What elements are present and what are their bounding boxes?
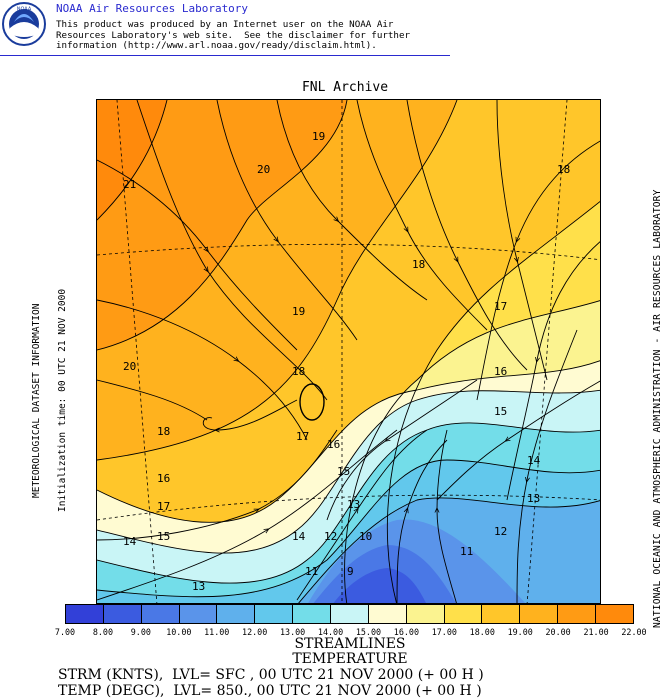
- dataset-info-label: METEOROLOGICAL DATASET INFORMATION: [31, 303, 42, 498]
- contour-label: 18: [292, 365, 305, 378]
- contour-label: 18: [557, 163, 570, 176]
- contour-value-labels: 21 20 19 18 18 17 19 20 18 16 18 17 16 1…: [123, 130, 570, 593]
- contour-label: 11: [460, 545, 473, 558]
- streamlines: [97, 100, 600, 603]
- noaa-credit-label: NATIONAL OCEANIC AND ATMOSPHERIC ADMINIS…: [652, 189, 663, 628]
- closed-contour: [299, 383, 325, 421]
- colorbar-tick-label: 7.00: [54, 627, 76, 637]
- colorbar-cell: [482, 605, 521, 623]
- contour-label: 14: [123, 535, 137, 548]
- contour-label: 19: [292, 305, 305, 318]
- colorbar-tick-label: 13.00: [279, 627, 306, 637]
- contour-label: 19: [312, 130, 325, 143]
- colorbar-tick-labels: 7.00 8.00 9.00 10.00 11.00 12.00 13.00 14.00 15.…: [45, 627, 654, 639]
- contour-label: 15: [157, 530, 170, 543]
- colorbar-tick-label: 19.00: [507, 627, 533, 637]
- temperature-bands: [97, 100, 600, 603]
- map-canvas: 21 20 19 18 18 17 19 20 18 16 18 17 16 1…: [97, 100, 600, 603]
- colorbar-cell: [103, 605, 142, 623]
- colorbar-cell: [406, 605, 445, 623]
- contour-label: 13: [527, 492, 540, 505]
- colorbar-tick-label: 16.00: [393, 627, 419, 637]
- colorbar-tick-label: 17.00: [431, 627, 457, 637]
- colorbar-cell: [368, 605, 407, 623]
- legend-streamline-info: STRM (KNTS), LVL= SFC , 00 UTC 21 NOV 20…: [58, 667, 484, 683]
- header-divider: [0, 55, 450, 56]
- colorbar-cell: [141, 605, 180, 623]
- colorbar-cell: [179, 605, 218, 623]
- colorbar-cell: [217, 605, 256, 623]
- colorbar-cell: [596, 605, 633, 623]
- map-title: FNL Archive: [301, 80, 389, 95]
- colorbar-tick-label: 15.00: [355, 627, 382, 637]
- colorbar-tick-label: 22.00: [621, 627, 647, 637]
- contour-label: 20: [123, 360, 136, 373]
- colorbar-tick-label: 21.00: [583, 627, 609, 637]
- contour-label: 17: [494, 300, 507, 313]
- colorbar-cell: [293, 605, 332, 623]
- contour-label: 15: [494, 405, 507, 418]
- contour-label: 20: [257, 163, 270, 176]
- colorbar-tick-label: 9.00: [130, 627, 151, 637]
- contour-label: 14: [527, 454, 541, 467]
- org-name-link[interactable]: NOAA Air Resources Laboratory: [56, 2, 249, 15]
- colorbar-tick-label: 12.00: [242, 627, 268, 637]
- contour-label: 12: [324, 530, 337, 543]
- latlon-grid: [97, 100, 600, 603]
- disclaimer-text: This product was produced by an Internet…: [56, 19, 411, 51]
- colorbar-tick-label: 8.00: [92, 627, 113, 637]
- colorbar-cell: [255, 605, 294, 623]
- colorbar-cell: [444, 605, 483, 623]
- contour-label: 11: [305, 565, 318, 578]
- contour-lines: [97, 100, 600, 603]
- noaa-logo-icon: NOAA: [2, 2, 46, 46]
- contour-label: 17: [296, 430, 309, 443]
- legend-title-streamlines: STREAMLINES: [294, 636, 406, 652]
- contour-label: 18: [412, 258, 425, 271]
- colorbar-cell: [520, 605, 559, 623]
- colorbar-tick-label: 10.00: [166, 627, 192, 637]
- contour-label: 13: [192, 580, 205, 593]
- contour-label: 21: [123, 178, 136, 191]
- contour-label: 13: [347, 498, 360, 511]
- colorbar-cell: [66, 605, 104, 623]
- legend-title-temperature: TEMPERATURE: [292, 651, 408, 667]
- contour-label: 16: [157, 472, 170, 485]
- contour-label: 17: [157, 500, 170, 513]
- temperature-streamline-map: 21 20 19 18 18 17 19 20 18 16 18 17 16 1…: [96, 99, 601, 604]
- band-20-21: [97, 100, 347, 350]
- contour-label: 9: [347, 565, 354, 578]
- legend-temperature-info: TEMP (DEGC), LVL= 850., 00 UTC 21 NOV 20…: [58, 683, 482, 699]
- colorbar-cell: [331, 605, 369, 623]
- contour-label: 12: [494, 525, 507, 538]
- contour-label: 16: [327, 438, 340, 451]
- initialization-time-label: Initialization time: 00 UTC 21 NOV 2000: [57, 288, 68, 512]
- band-8-9: [333, 568, 426, 603]
- colorbar-tick-label: 14.00: [317, 627, 344, 637]
- contour-label: 10: [359, 530, 372, 543]
- colorbar-cell: [558, 605, 597, 623]
- colorbar-tick-label: 11.00: [204, 627, 230, 637]
- contour-label: 15: [337, 465, 350, 478]
- colorbar-tick-label: 20.00: [545, 627, 571, 637]
- colorbar-tick-label: 18.00: [469, 627, 495, 637]
- band-21-22: [97, 100, 167, 220]
- contour-label: 18: [157, 425, 170, 438]
- contour-label: 16: [494, 365, 507, 378]
- svg-text:NOAA: NOAA: [17, 7, 32, 13]
- temperature-colorbar: [65, 604, 634, 624]
- contour-label: 14: [292, 530, 306, 543]
